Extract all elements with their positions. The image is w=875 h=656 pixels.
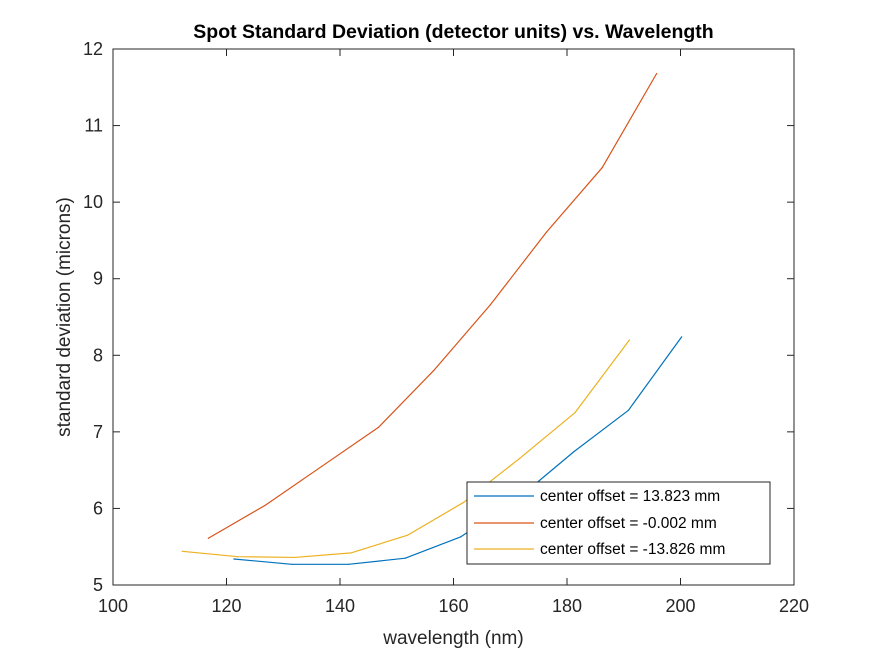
legend: center offset = 13.823 mm center offset …	[466, 481, 771, 565]
series-2-point	[489, 304, 491, 306]
x-tick-label: 100	[98, 596, 128, 616]
series-1-point	[627, 409, 629, 412]
series-3-point	[518, 458, 520, 460]
y-axis-label: standard deviation (microns)	[54, 197, 75, 437]
series-3-point	[628, 339, 631, 341]
series-3-point	[406, 534, 409, 536]
tick-layer: 100 120 140 160 180 200 220 5 6 7 8 9 10 11 12	[83, 39, 809, 616]
series-3-point	[181, 550, 183, 552]
y-tick-label: 11	[84, 116, 103, 136]
y-tick-label: 10	[83, 192, 103, 212]
legend-label-series-1: center offset = 13.823 mm	[540, 488, 720, 505]
series-2-point	[207, 537, 209, 539]
y-tick-label: 8	[93, 345, 103, 365]
series-2-point	[545, 231, 548, 233]
series-2-point	[601, 167, 603, 169]
series-layer	[181, 72, 683, 565]
series-1-point	[460, 536, 462, 538]
series-1-point	[233, 558, 235, 560]
y-tick-label: 9	[93, 269, 103, 289]
series-1-point	[347, 563, 350, 565]
series-2-point	[656, 72, 658, 75]
legend-label-series-3: center offset = -13.826 mm	[540, 541, 725, 558]
series-2-point	[433, 370, 435, 372]
x-tick-label: 160	[438, 596, 468, 616]
legend-label-series-2: center offset = -0.002 mm	[540, 515, 717, 532]
series-2-point	[264, 504, 266, 506]
x-axis-label: wavelength (nm)	[382, 628, 523, 649]
series-1-point	[573, 451, 575, 453]
series-3-point	[237, 556, 239, 558]
series-1-point	[291, 563, 293, 565]
y-tick-label: 6	[93, 498, 103, 518]
series-2-point	[321, 465, 323, 467]
series-1-point	[681, 336, 683, 338]
y-tick-label: 7	[93, 422, 103, 442]
series-3-point	[350, 552, 352, 554]
series-3-point	[463, 501, 465, 503]
x-tick-label: 120	[211, 596, 241, 616]
series-1-point	[404, 557, 406, 559]
y-tick-label: 12	[83, 39, 103, 59]
series-3-point	[294, 556, 296, 559]
series-2-point	[377, 426, 380, 428]
x-tick-label: 140	[325, 596, 355, 616]
series-3-point	[574, 412, 576, 414]
x-tick-label: 220	[779, 596, 809, 616]
chart-title: Spot Standard Deviation (detector units)…	[193, 21, 713, 43]
x-tick-label: 180	[552, 596, 582, 616]
y-tick-label: 5	[93, 575, 103, 595]
x-tick-label: 200	[665, 596, 695, 616]
